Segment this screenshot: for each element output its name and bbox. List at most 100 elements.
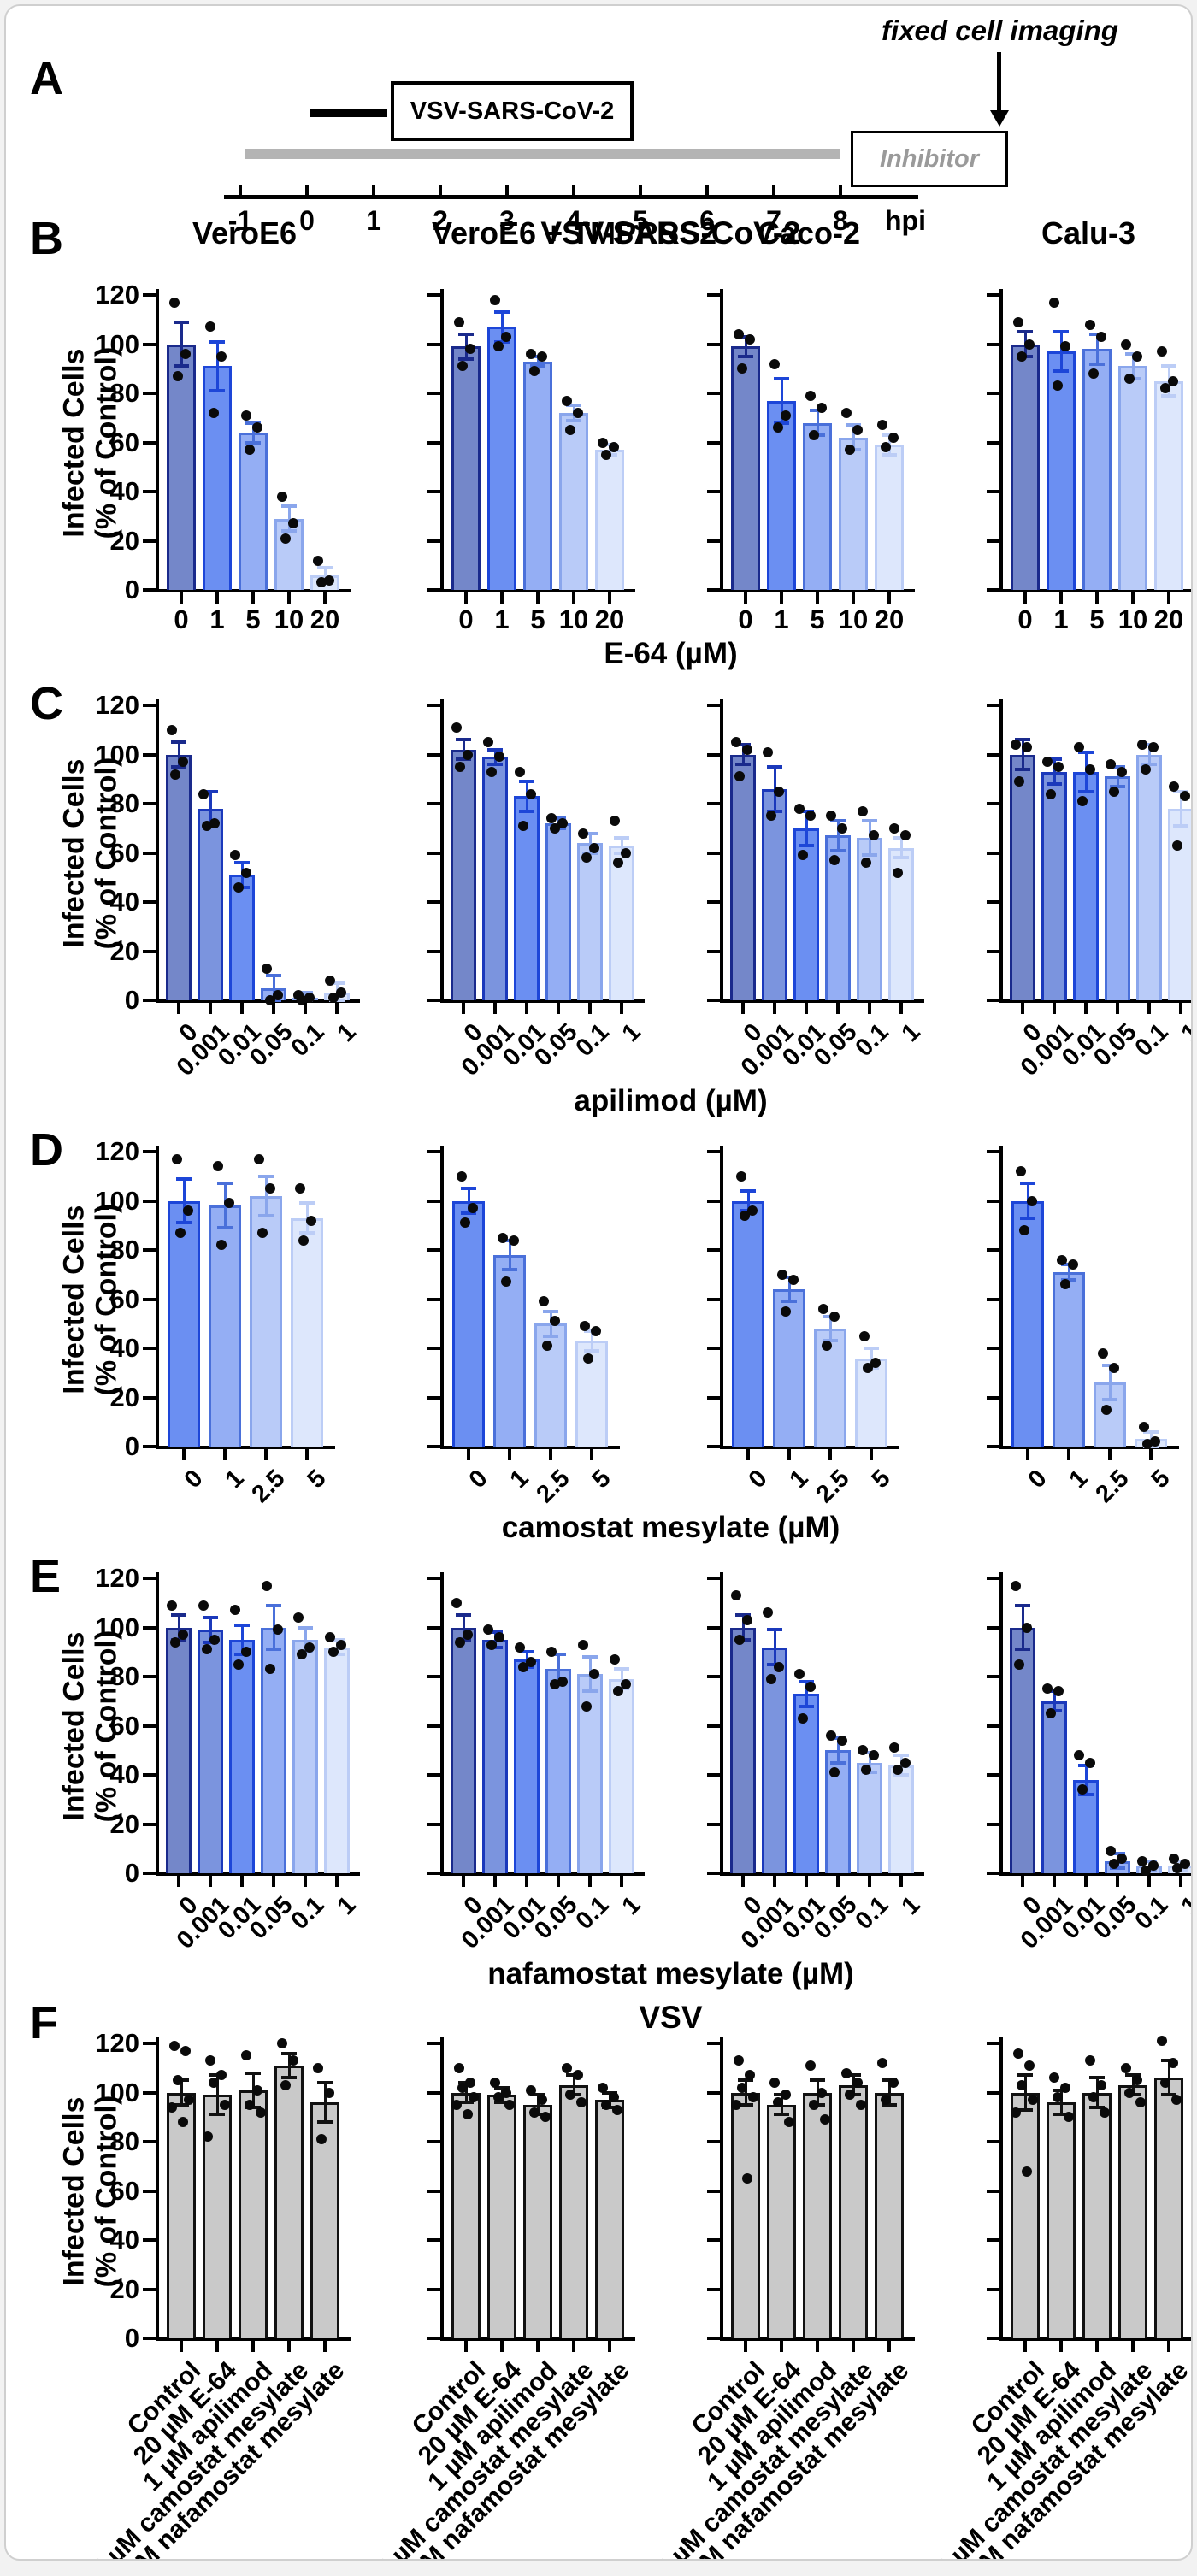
y-tick [707, 1395, 720, 1400]
data-point [861, 858, 871, 868]
error-bar [500, 312, 504, 342]
data-point [1109, 1858, 1119, 1869]
data-point [1049, 297, 1059, 308]
data-point [557, 1676, 568, 1687]
data-point [490, 294, 500, 305]
data-point [262, 1580, 272, 1591]
error-bar-cap [810, 2078, 825, 2083]
x-tick [1053, 1876, 1056, 1887]
timeline-tick [772, 185, 775, 197]
x-tick-label: 5 [866, 1465, 896, 1494]
x-tick [773, 1876, 776, 1887]
bar [888, 1765, 914, 1873]
data-point [468, 1203, 478, 1214]
data-point [539, 1296, 549, 1307]
data-point [213, 1161, 223, 1172]
data-point [781, 410, 791, 421]
data-point [465, 344, 475, 355]
data-point [870, 1358, 881, 1369]
y-axis [999, 699, 1003, 1001]
data-point [1060, 341, 1070, 352]
x-tick-label: 1 [220, 1465, 250, 1494]
bar [857, 1762, 882, 1873]
chart-f-veroe6: 0 20 40 60 80 100 120 Control 20 µM E-64 1 µM api… [86, 2000, 404, 2559]
column-title: Caco-2 [757, 215, 861, 251]
x-axis [720, 589, 915, 592]
y-tick [143, 1395, 156, 1400]
y-tick [143, 1150, 156, 1153]
bar [559, 413, 588, 590]
data-point [463, 1630, 473, 1641]
bar [1047, 351, 1076, 590]
y-tick [428, 1445, 440, 1448]
data-point [546, 1647, 557, 1658]
plot-area: Control 20 µM E-64 1 µM apilimod 5 µM camos… [371, 2037, 635, 2559]
error-bar-cap [171, 740, 186, 745]
y-tick-label: 80 [109, 1235, 139, 1264]
error-bar-cap [1061, 1277, 1076, 1282]
y-tick [707, 1773, 720, 1777]
data-point [515, 1642, 525, 1653]
bar [609, 845, 634, 1000]
data-point [483, 737, 493, 748]
x-tick [608, 2341, 611, 2352]
error-bar-cap [551, 1653, 566, 1657]
data-point [205, 321, 215, 333]
y-tick [428, 1199, 440, 1203]
data-point [798, 1712, 808, 1724]
y-tick [428, 1347, 440, 1350]
data-point [241, 2050, 251, 2061]
chart-c-veroe6: 0 20 40 60 80 100 120 0 0.001 0.01 0.05 0.1 1 [95, 681, 404, 1127]
y-axis [440, 289, 444, 591]
y-tick [428, 490, 440, 493]
x-tick [1021, 1876, 1024, 1887]
y-tick [143, 1347, 156, 1350]
bar [229, 1639, 255, 1873]
data-point [621, 1678, 631, 1689]
x-tick [1131, 592, 1135, 604]
error-bar-cap [767, 1628, 782, 1632]
plot-area: 0 1 5 10 20 [707, 289, 915, 634]
x-tick [1149, 1449, 1153, 1460]
data-point [747, 1205, 758, 1216]
x-tick-label: 5 [530, 604, 545, 634]
error-bar-cap [1015, 1603, 1030, 1607]
error-bar [1108, 1365, 1112, 1400]
data-point [583, 1353, 593, 1364]
data-point [888, 432, 899, 443]
data-point [1042, 757, 1053, 768]
bar [595, 2100, 624, 2338]
x-axis [156, 2337, 351, 2341]
y-tick [428, 1248, 440, 1252]
y-tick [143, 1445, 156, 1448]
x-axis [440, 2337, 635, 2341]
chart-e-caco-2: 0 0.001 0.01 0.05 0.1 1 [707, 1553, 968, 2000]
y-tick-label: 0 [124, 2323, 139, 2353]
data-point [766, 811, 776, 822]
error-bar-cap [1047, 782, 1062, 786]
error-bar-cap [882, 2102, 897, 2107]
bar [1168, 808, 1191, 1000]
y-tick [707, 1872, 720, 1875]
bar [166, 754, 192, 1000]
error-bar-cap [203, 789, 218, 793]
column-title: VeroE6 + TMPRSS2 [432, 215, 717, 251]
error-bar-cap [582, 851, 598, 855]
x-axis [999, 1446, 1179, 1449]
error-bar [588, 833, 592, 853]
x-tick [1023, 592, 1027, 604]
data-point [230, 850, 240, 861]
y-tick [707, 2337, 720, 2340]
panel-letter-b: B [30, 213, 63, 264]
data-point [1169, 1853, 1179, 1864]
data-point [1100, 2107, 1110, 2118]
y-tick [987, 1199, 999, 1203]
error-bar-cap [519, 809, 534, 813]
error-bar [1059, 2090, 1063, 2115]
data-point [1022, 2166, 1032, 2177]
data-point [1180, 791, 1190, 802]
data-point [610, 1653, 620, 1665]
y-tick [143, 1675, 156, 1678]
data-point [316, 577, 327, 588]
bar [773, 1289, 805, 1447]
